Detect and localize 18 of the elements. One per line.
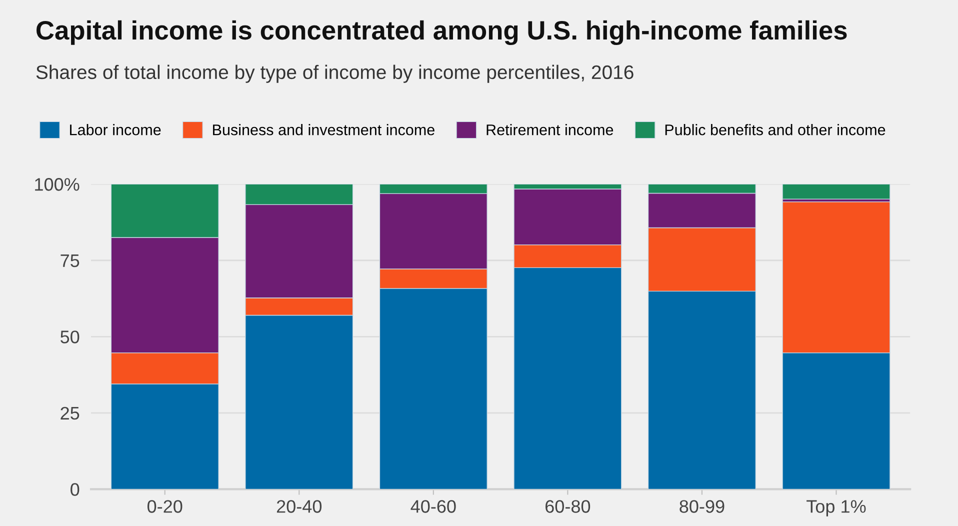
y-tick-label: 75: [60, 254, 80, 268]
x-tick-label: 60-80: [546, 500, 590, 513]
x-tick-label: Top 1%: [806, 500, 866, 516]
chart-title: Capital income is concentrated among U.S. high-income families: [36, 20, 847, 46]
x-tick-label: 0-20: [148, 500, 182, 513]
x-tick-label: 40-60: [410, 500, 456, 513]
x-tick-label: 20-40: [276, 500, 322, 513]
x-tick-label: 80-99: [680, 500, 724, 513]
legend-label: Business and investment income: [213, 124, 434, 136]
legend-label: Public benefits and other income: [665, 124, 886, 136]
legend-label: Labor income: [70, 124, 161, 136]
y-tick-label: 0: [70, 483, 80, 496]
y-tick-label: 100%: [35, 178, 80, 191]
legend-label: Retirement income: [486, 124, 614, 136]
y-tick-label: 50: [60, 330, 80, 344]
bar: [782, 184, 890, 200]
chart-subtitle: Shares of total income by type of income by income percentiles, 2016: [36, 64, 634, 83]
y-tick-label: 25: [60, 406, 80, 420]
